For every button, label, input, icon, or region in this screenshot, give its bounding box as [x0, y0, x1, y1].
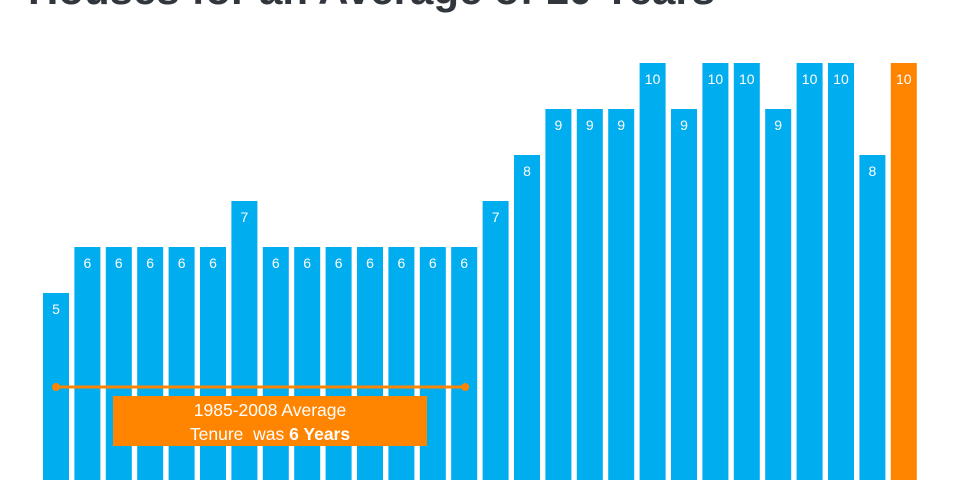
bar	[545, 109, 572, 480]
data-label: 8	[523, 163, 531, 179]
data-label: 9	[617, 117, 625, 133]
data-label: 10	[739, 71, 755, 87]
data-label: 7	[241, 209, 249, 225]
bar	[639, 63, 666, 480]
bar	[514, 155, 540, 480]
data-label: 10	[645, 71, 661, 87]
bar	[74, 247, 101, 480]
data-label: 10	[802, 71, 818, 87]
data-label: 6	[115, 255, 123, 271]
data-label: 6	[460, 255, 468, 271]
bar	[702, 63, 729, 480]
data-label: 5	[52, 301, 60, 317]
bar	[576, 109, 603, 480]
bar	[482, 201, 509, 480]
data-label: 6	[272, 255, 280, 271]
data-label: 10	[896, 71, 912, 87]
bar	[890, 63, 917, 480]
data-label: 8	[869, 163, 877, 179]
bar	[796, 63, 823, 480]
data-label: 10	[833, 71, 849, 87]
annotation-bold-text: 6 Years	[289, 424, 351, 444]
data-label: 9	[586, 117, 594, 133]
data-label: 6	[146, 255, 154, 271]
data-label: 6	[178, 255, 186, 271]
bar	[733, 63, 760, 480]
data-label: 6	[429, 255, 437, 271]
bar	[765, 109, 792, 480]
annotation-line2: Tenure was 6 Years	[113, 422, 427, 446]
range-endpoint	[461, 383, 470, 391]
bar	[451, 247, 478, 480]
range-endpoint	[52, 383, 60, 391]
data-label: 6	[398, 255, 406, 271]
data-label: 6	[366, 255, 374, 271]
bar	[671, 109, 697, 480]
bar	[859, 155, 886, 480]
bar	[608, 109, 635, 480]
bar	[828, 63, 854, 480]
data-label: 6	[209, 255, 217, 271]
data-label: 9	[680, 117, 688, 133]
annotation-text: Tenure was	[189, 424, 290, 444]
data-label: 6	[84, 255, 92, 271]
data-label: 10	[708, 71, 724, 87]
average-tenure-annotation: 1985-2008 Average Tenure was 6 Years	[113, 396, 427, 446]
data-label: 6	[335, 255, 343, 271]
data-label: 7	[492, 209, 500, 225]
data-label: 6	[303, 255, 311, 271]
annotation-line1: 1985-2008 Average	[193, 400, 347, 420]
chart-title: Houses for an Average of 10 Years	[28, 0, 715, 14]
data-label: 9	[774, 117, 782, 133]
data-label: 9	[555, 117, 563, 133]
